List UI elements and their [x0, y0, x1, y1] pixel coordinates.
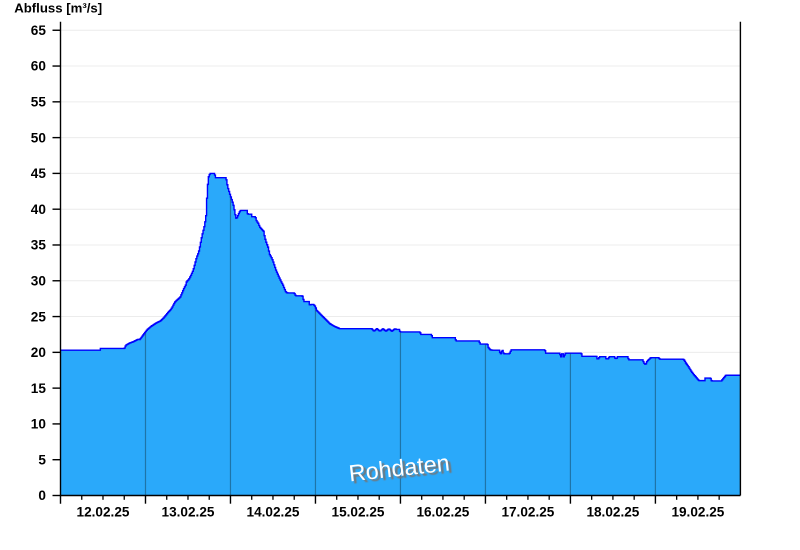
svg-text:60: 60 — [31, 59, 46, 74]
svg-text:0: 0 — [38, 488, 46, 503]
svg-text:17.02.25: 17.02.25 — [501, 505, 554, 520]
svg-text:Abfluss [m³/s]: Abfluss [m³/s] — [14, 1, 102, 16]
svg-text:20: 20 — [31, 345, 46, 360]
svg-text:35: 35 — [31, 238, 47, 253]
svg-text:15.02.25: 15.02.25 — [332, 505, 385, 520]
svg-text:5: 5 — [38, 452, 46, 467]
svg-text:19.02.25: 19.02.25 — [671, 505, 724, 520]
svg-text:14.02.25: 14.02.25 — [247, 505, 300, 520]
svg-text:50: 50 — [31, 130, 46, 145]
svg-text:55: 55 — [31, 95, 47, 110]
svg-text:12.02.25: 12.02.25 — [77, 505, 130, 520]
svg-text:25: 25 — [31, 309, 47, 324]
svg-text:13.02.25: 13.02.25 — [162, 505, 215, 520]
svg-text:10: 10 — [31, 417, 46, 432]
svg-text:65: 65 — [31, 23, 47, 38]
svg-text:15: 15 — [31, 381, 47, 396]
svg-text:16.02.25: 16.02.25 — [416, 505, 469, 520]
svg-text:40: 40 — [31, 202, 46, 217]
svg-text:18.02.25: 18.02.25 — [586, 505, 639, 520]
svg-text:30: 30 — [31, 273, 46, 288]
svg-text:45: 45 — [31, 166, 47, 181]
